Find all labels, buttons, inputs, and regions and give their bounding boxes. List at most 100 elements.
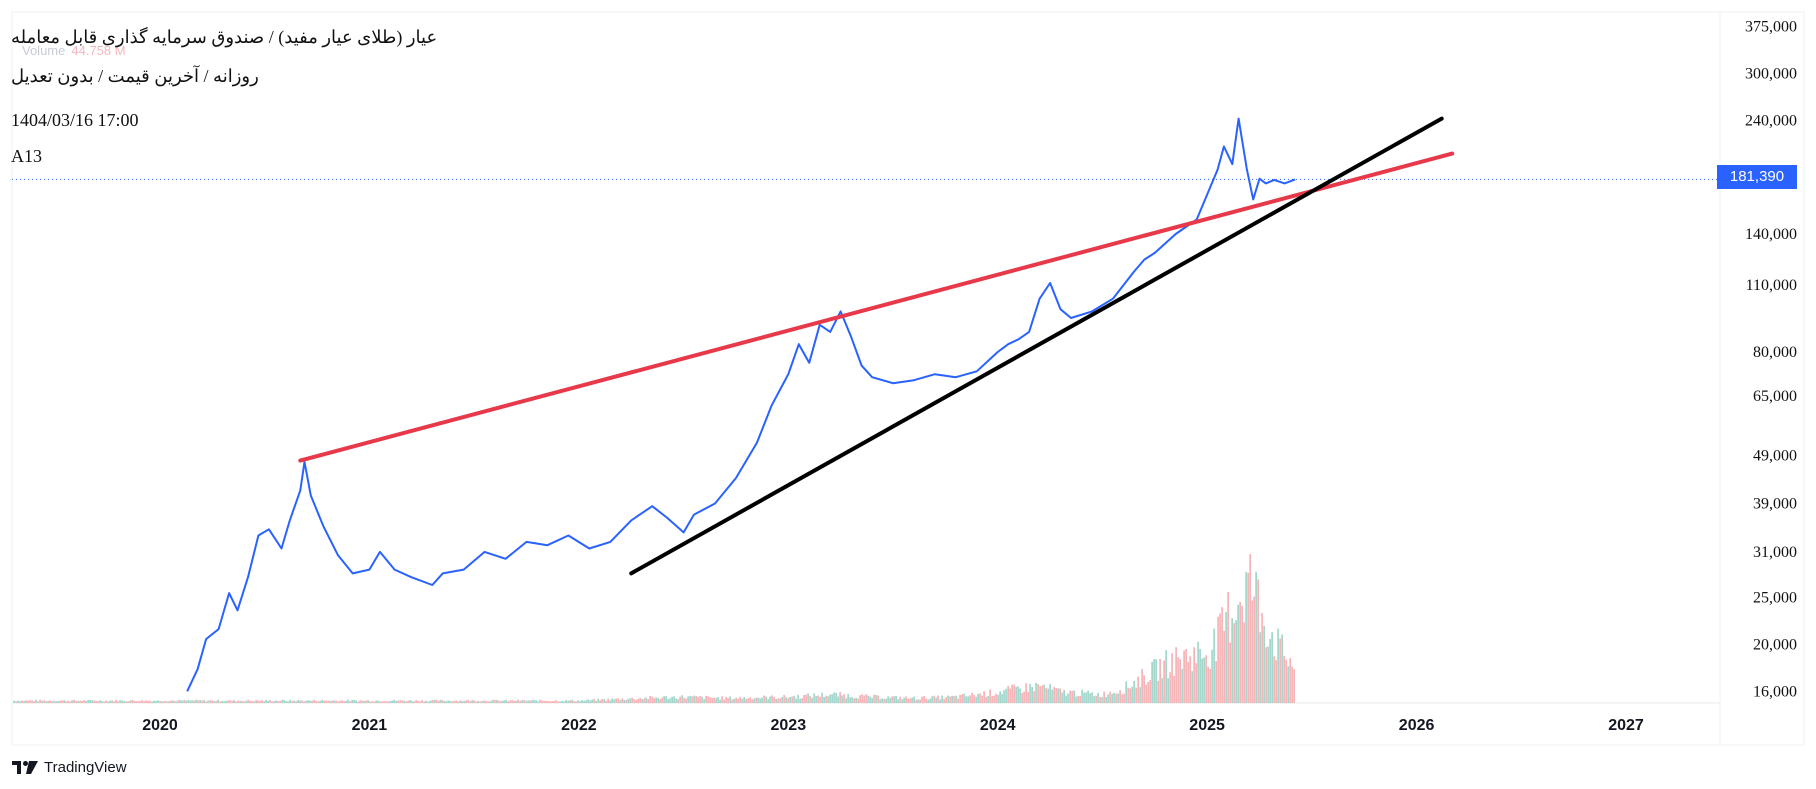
volume-bar	[853, 698, 855, 703]
volume-bar	[1125, 681, 1127, 703]
volume-bar	[281, 699, 283, 703]
volume-bar	[867, 695, 869, 703]
volume-bar	[313, 699, 315, 703]
volume-bar	[343, 701, 345, 703]
volume-bar	[469, 701, 471, 703]
volume-bar	[1145, 684, 1147, 703]
volume-bar	[321, 700, 323, 703]
volume-bar	[681, 695, 683, 703]
volume-bar	[581, 700, 583, 703]
volume-bar	[707, 696, 709, 703]
volume-bar	[1245, 571, 1247, 703]
volume-bar	[909, 698, 911, 703]
volume-bar	[757, 697, 759, 703]
volume-bar	[55, 701, 57, 703]
support-trendline[interactable]	[629, 116, 1444, 576]
volume-bar	[667, 699, 669, 703]
volume-bar	[209, 700, 211, 703]
volume-bar	[555, 700, 557, 703]
volume-bar	[1039, 686, 1041, 703]
volume-legend: Volume 44.758 M	[22, 43, 126, 58]
volume-bar	[109, 700, 111, 703]
volume-bar	[147, 700, 149, 703]
volume-bar	[1073, 690, 1075, 703]
volume-bar	[299, 700, 301, 703]
volume-bar	[235, 701, 237, 703]
volume-bar	[705, 695, 707, 703]
volume-bar	[725, 697, 727, 703]
volume-bar	[935, 697, 937, 703]
volume-bar	[363, 700, 365, 703]
volume-bar	[781, 697, 783, 703]
volume-bar	[189, 700, 191, 703]
volume-bar	[149, 700, 151, 703]
volume-bars	[13, 554, 1295, 703]
volume-bar	[443, 700, 445, 703]
volume-bar	[683, 697, 685, 703]
volume-bar	[813, 693, 815, 703]
volume-bar	[961, 694, 963, 703]
volume-bar	[895, 695, 897, 703]
volume-bar	[497, 700, 499, 703]
volume-bar	[1205, 655, 1207, 703]
volume-bar	[1139, 687, 1141, 703]
volume-bar	[1015, 686, 1017, 703]
tradingview-brand[interactable]: TradingView	[12, 759, 127, 776]
volume-bar	[619, 700, 621, 703]
volume-bar	[1197, 641, 1199, 703]
volume-bar	[631, 697, 633, 703]
volume-bar	[1029, 683, 1031, 703]
volume-bar	[295, 701, 297, 703]
volume-bar	[113, 701, 115, 703]
volume-bar	[1095, 695, 1097, 703]
volume-bar	[335, 700, 337, 703]
volume-bar	[17, 700, 19, 703]
volume-bar	[1249, 554, 1251, 703]
volume-bar	[665, 696, 667, 703]
volume-bar	[301, 700, 303, 703]
volume-bar	[841, 695, 843, 703]
time-axis-label: 2021	[352, 717, 388, 734]
volume-bar	[749, 697, 751, 703]
volume-bar	[697, 697, 699, 703]
volume-bar	[983, 691, 985, 703]
volume-bar	[1063, 689, 1065, 703]
volume-bar	[399, 700, 401, 703]
volume-bar	[481, 701, 483, 703]
volume-bar	[177, 700, 179, 703]
volume-bar	[423, 701, 425, 703]
volume-bar	[251, 700, 253, 703]
volume-bar	[159, 701, 161, 703]
volume-bar	[117, 701, 119, 703]
volume-bar	[1261, 613, 1263, 703]
volume-bar	[519, 700, 521, 703]
volume-bar	[1021, 692, 1023, 703]
resistance-trendline[interactable]	[298, 151, 1455, 463]
volume-bar	[973, 695, 975, 703]
volume-bar	[997, 694, 999, 703]
volume-bar	[77, 700, 79, 703]
volume-bar	[857, 698, 859, 703]
volume-bar	[1277, 628, 1279, 703]
volume-bar	[699, 695, 701, 703]
volume-bar	[649, 696, 651, 703]
tradingview-brand-label: TradingView	[44, 759, 127, 776]
volume-bar	[421, 700, 423, 703]
volume-bar	[83, 700, 85, 703]
chart-frame	[11, 11, 1805, 746]
volume-bar	[291, 700, 293, 703]
volume-bar	[441, 699, 443, 703]
volume-bar	[521, 700, 523, 703]
volume-bar	[297, 700, 299, 703]
volume-bar	[563, 701, 565, 703]
volume-bar	[495, 699, 497, 703]
volume-bar	[1121, 694, 1123, 703]
volume-bar	[527, 700, 529, 703]
volume-bar	[317, 701, 319, 703]
price-axis-label: 300,000	[1745, 65, 1797, 82]
tradingview-logo-icon	[12, 761, 38, 774]
time-axis-label: 2024	[980, 717, 1016, 734]
volume-bar	[271, 701, 273, 703]
volume-bar	[913, 696, 915, 703]
